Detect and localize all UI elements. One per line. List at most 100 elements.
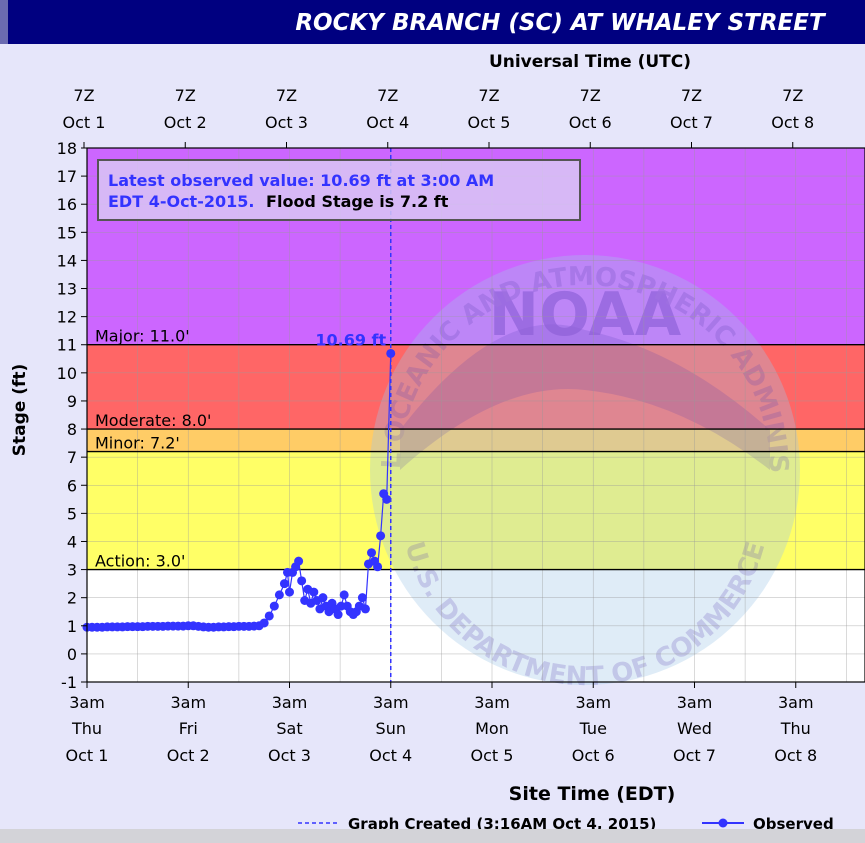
threshold-label-action: Action: 3.0'	[95, 552, 185, 571]
bottom-axis-labels: 3am Thu Oct 1 3am Fri Oct 2 3am Sat Oct 3 3am Sun O…	[66, 682, 817, 765]
watermark-circle	[370, 255, 800, 685]
series-point-49	[309, 587, 319, 597]
info-line-2: EDT 4-Oct-2015. Flood Stage is 7.2 ft	[108, 192, 449, 211]
x-tick-date-0: Oct 1	[66, 746, 109, 765]
x-tick-time-1: 3am	[170, 693, 206, 712]
threshold-label-major: Major: 11.0'	[95, 327, 190, 346]
series-point-59	[339, 590, 349, 600]
series-point-35	[259, 618, 269, 628]
y-tick-label-15: 15	[57, 223, 77, 242]
top-label-utc-2: 7Z	[276, 86, 297, 105]
chart-title: ROCKY BRANCH (SC) AT WHALEY STREET	[295, 10, 827, 36]
y-tick-label-8: 8	[67, 420, 77, 439]
top-label-date-2: Oct 3	[265, 113, 308, 132]
x-tick-date-3: Oct 4	[369, 746, 412, 765]
observed-series	[82, 348, 396, 632]
y-tick-label-7: 7	[67, 448, 77, 467]
series-point-57	[333, 610, 343, 620]
series-point-41	[285, 587, 294, 597]
y-tick-label-0: 0	[67, 645, 77, 664]
band-action	[87, 451, 865, 570]
y-tick-label-12: 12	[57, 308, 77, 327]
x-tick-time-0: 3am	[69, 693, 105, 712]
series-point-45	[297, 576, 307, 586]
series-point-74	[386, 348, 396, 358]
legend-observed-swatch-marker	[718, 818, 728, 828]
threshold-label-minor: Minor: 7.2'	[95, 434, 180, 453]
title-bar	[0, 0, 865, 44]
y-tick-label-5: 5	[67, 504, 77, 523]
top-label-utc-0: 7Z	[73, 86, 94, 105]
top-label-date-7: Oct 8	[771, 113, 814, 132]
info-line-2b: Flood Stage is 7.2 ft	[266, 192, 449, 211]
legend: Graph Created (3:16AM Oct 4, 2015) Obser…	[298, 815, 834, 833]
y-tick-label-17: 17	[57, 167, 77, 186]
top-axis-title: Universal Time (UTC)	[489, 52, 691, 72]
top-label-date-0: Oct 1	[63, 113, 106, 132]
x-tick-date-1: Oct 2	[167, 746, 210, 765]
x-tick-time-5: 3am	[575, 693, 611, 712]
top-label-date-1: Oct 2	[164, 113, 207, 132]
top-label-utc-1: 7Z	[175, 86, 196, 105]
series-point-38	[274, 590, 284, 600]
series-point-39	[279, 579, 289, 589]
x-tick-day-1: Fri	[179, 719, 198, 738]
top-label-date-3: Oct 4	[366, 113, 409, 132]
top-label-date-4: Oct 5	[468, 113, 511, 132]
watermark-gull	[400, 324, 770, 470]
x-tick-time-7: 3am	[778, 693, 814, 712]
top-label-utc-4: 7Z	[478, 86, 499, 105]
bottom-strip	[0, 829, 865, 843]
flood-threshold-lines	[87, 344, 865, 571]
x-axis-title: Site Time (EDT)	[509, 783, 676, 805]
info-line-2a: EDT 4-Oct-2015.	[108, 192, 254, 211]
y-tick-label-4: 4	[67, 532, 77, 551]
legend-observed-label: Observed	[753, 815, 834, 833]
x-tick-time-2: 3am	[272, 693, 308, 712]
x-tick-date-7: Oct 8	[774, 746, 817, 765]
y-tick-label-11: 11	[57, 336, 77, 355]
series-point-65	[357, 593, 367, 603]
info-line-1: Latest observed value: 10.69 ft at 3:00 …	[108, 171, 494, 190]
watermark-center-text: NOAA	[489, 280, 682, 350]
y-tick-label-1: 1	[67, 617, 77, 636]
series-point-68	[367, 548, 377, 558]
top-label-date-5: Oct 6	[569, 113, 612, 132]
legend-graph-created-label: Graph Created (3:16AM Oct 4, 2015)	[348, 815, 656, 833]
series-point-73	[382, 494, 392, 504]
latest-info-box: Latest observed value: 10.69 ft at 3:00 …	[97, 159, 581, 221]
y-tick-label-9: 9	[67, 392, 77, 411]
top-label-date-6: Oct 7	[670, 113, 713, 132]
y-tick-label-16: 16	[57, 195, 77, 214]
x-tick-time-3: 3am	[373, 693, 409, 712]
title-bar-edge	[0, 0, 8, 44]
series-point-36	[264, 611, 274, 621]
y-tick-label-3: 3	[67, 561, 77, 580]
top-axis-labels: 7Z Oct 1 7Z Oct 2 7Z Oct 3 7Z Oct 4 7Z Oct 5 7Z Oct…	[63, 86, 815, 132]
top-label-utc-3: 7Z	[377, 86, 398, 105]
y-tick-label-2: 2	[67, 589, 77, 608]
y-tick-label-13: 13	[57, 280, 77, 299]
flood-threshold-labels: Action: 3.0' Minor: 7.2' Moderate: 8.0' Maj…	[95, 327, 211, 571]
y-tick-label-14: 14	[57, 251, 77, 270]
y-tick-label-10: 10	[57, 364, 77, 383]
y-axis-title: Stage (ft)	[10, 364, 30, 457]
x-tick-day-0: Thu	[71, 719, 102, 738]
top-label-utc-6: 7Z	[681, 86, 702, 105]
x-tick-day-3: Sun	[376, 719, 406, 738]
x-tick-day-5: Tue	[579, 719, 607, 738]
x-tick-time-4: 3am	[474, 693, 510, 712]
latest-value-label: 10.69 ft	[315, 330, 386, 349]
series-point-66	[360, 604, 370, 614]
series-point-52	[318, 593, 328, 603]
x-tick-day-4: Mon	[475, 719, 509, 738]
plot-border	[86, 147, 865, 683]
y-tick-label-18: 18	[57, 139, 77, 158]
series-point-71	[376, 531, 386, 541]
series-point-70	[373, 562, 383, 572]
x-tick-date-6: Oct 7	[673, 746, 716, 765]
x-tick-day-6: Wed	[677, 719, 712, 738]
series-point-37	[269, 601, 279, 611]
